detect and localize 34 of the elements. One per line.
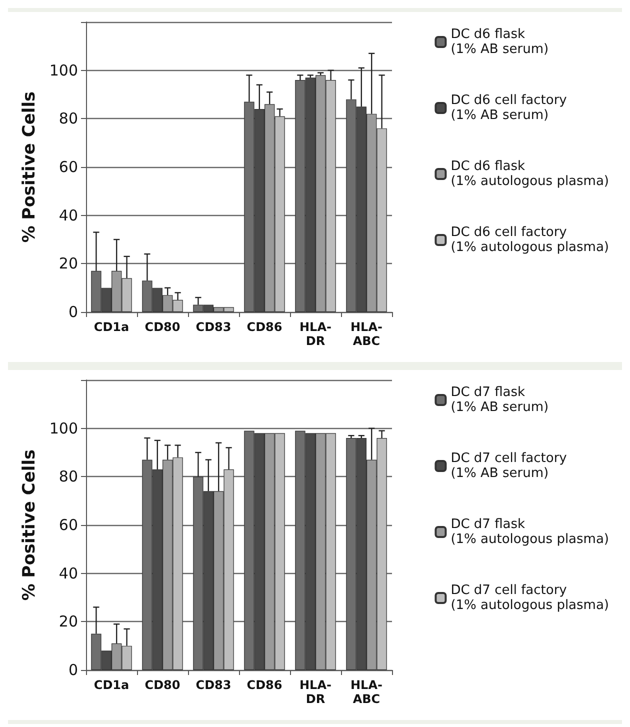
y-tick-label: 80 bbox=[58, 468, 78, 486]
y-tick-label: 100 bbox=[49, 61, 78, 80]
x-tick-label: CD83 bbox=[196, 678, 232, 692]
x-tick-label: HLA- DR bbox=[300, 678, 332, 706]
y-tick-label: 0 bbox=[68, 661, 78, 679]
legend-label: DC d6 flask (1% AB serum) bbox=[450, 27, 549, 57]
legend-label: DC d7 cell factory (1% AB serum) bbox=[450, 451, 568, 481]
legend-label: DC d7 flask (1% AB serum) bbox=[450, 385, 549, 415]
x-tick-label: CD86 bbox=[246, 320, 282, 334]
y-tick-label: 20 bbox=[58, 612, 78, 631]
x-tick-label: HLA- ABC bbox=[350, 678, 382, 706]
y-tick-label: 20 bbox=[58, 254, 78, 273]
y-tick-label: 60 bbox=[58, 516, 78, 534]
legend-label: DC d6 cell factory (1% AB serum) bbox=[450, 93, 568, 123]
x-tick-label: HLA- DR bbox=[300, 320, 332, 348]
legend-label: DC d7 cell factory (1% autologous plasma) bbox=[450, 583, 610, 613]
x-tick-label: CD86 bbox=[246, 678, 282, 692]
y-tick-label: 60 bbox=[58, 158, 78, 176]
x-tick-label: CD1a bbox=[94, 320, 130, 334]
y-tick-label: 80 bbox=[58, 110, 78, 128]
x-tick-label: CD80 bbox=[144, 320, 180, 334]
y-axis-title: % Positive Cells bbox=[20, 91, 40, 243]
legend-label: DC d6 flask (1% autologous plasma) bbox=[450, 159, 610, 189]
y-tick-label: 100 bbox=[49, 419, 78, 438]
y-tick-label: 40 bbox=[58, 564, 78, 582]
x-tick-label: CD1a bbox=[94, 678, 130, 692]
y-axis-title: % Positive Cells bbox=[20, 449, 40, 601]
x-tick-label: CD83 bbox=[196, 320, 232, 334]
x-tick-label: CD80 bbox=[144, 678, 180, 692]
x-tick-label: HLA- ABC bbox=[350, 320, 382, 348]
legend-label: DC d6 cell factory (1% autologous plasma) bbox=[450, 225, 610, 255]
y-tick-label: 0 bbox=[68, 303, 78, 321]
legend-label: DC d7 flask (1% autologous plasma) bbox=[450, 517, 610, 547]
y-tick-label: 40 bbox=[58, 206, 78, 224]
